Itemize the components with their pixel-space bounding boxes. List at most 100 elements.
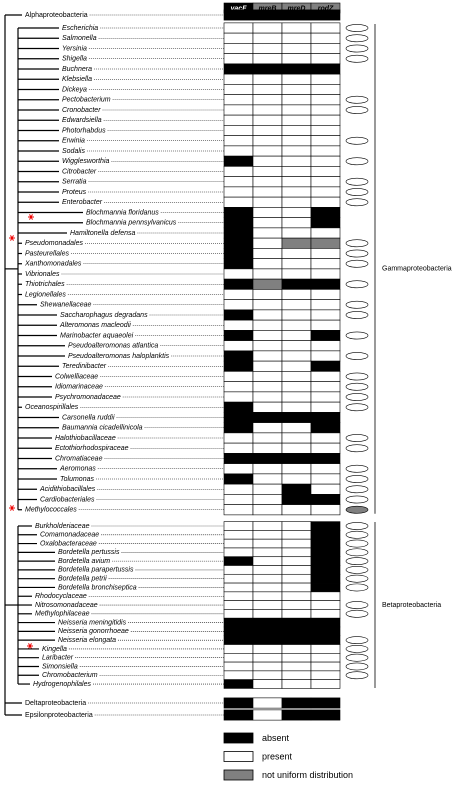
shape-oval bbox=[345, 653, 369, 662]
taxon-name: Photorhabdus bbox=[62, 127, 106, 134]
cell bbox=[252, 104, 283, 116]
cell bbox=[252, 217, 283, 229]
cell bbox=[252, 258, 283, 270]
cell bbox=[281, 679, 312, 689]
taxon-name: Erwinia bbox=[62, 138, 85, 145]
cell bbox=[281, 104, 312, 116]
taxon-name: Pseudoalteromonas atlantica bbox=[68, 343, 158, 350]
cell bbox=[281, 73, 312, 85]
cell bbox=[281, 9, 312, 21]
cell bbox=[281, 609, 312, 619]
taxon-name: Cronobacter bbox=[62, 107, 101, 114]
cell bbox=[252, 73, 283, 85]
cell bbox=[310, 600, 341, 610]
cell bbox=[223, 371, 254, 382]
legend-label: present bbox=[262, 751, 293, 761]
cell bbox=[252, 166, 283, 177]
cell bbox=[281, 422, 312, 434]
shape-oval bbox=[345, 475, 369, 483]
cell bbox=[252, 268, 283, 280]
gene-label: rodZ bbox=[318, 5, 334, 12]
shape-oval bbox=[345, 198, 369, 207]
gene-label: yacF bbox=[230, 5, 248, 12]
cell bbox=[281, 32, 312, 44]
cell bbox=[281, 289, 312, 300]
cell bbox=[223, 319, 254, 331]
cell bbox=[223, 32, 254, 44]
shape-oval bbox=[345, 259, 369, 268]
cell bbox=[310, 268, 341, 280]
cell bbox=[223, 547, 254, 558]
shape-oval bbox=[345, 300, 369, 309]
cell bbox=[281, 268, 312, 280]
cell bbox=[252, 135, 283, 147]
cell bbox=[310, 432, 341, 444]
cell bbox=[310, 530, 341, 540]
cell bbox=[281, 697, 312, 709]
taxon-name: Nitrosomonadaceae bbox=[35, 602, 98, 609]
shape-oval bbox=[345, 434, 369, 442]
cell bbox=[252, 661, 283, 672]
cell bbox=[281, 371, 312, 382]
cell bbox=[310, 521, 341, 531]
taxon-name: Escherichia bbox=[62, 25, 98, 32]
cell bbox=[281, 309, 312, 321]
taxon-name: Pseudomonadales bbox=[25, 240, 83, 247]
cell bbox=[223, 432, 254, 444]
cell bbox=[281, 709, 312, 721]
taxon-name: Bordetella petrii bbox=[58, 576, 107, 583]
shape-oval bbox=[345, 539, 369, 548]
cell bbox=[281, 248, 312, 259]
cell bbox=[223, 258, 254, 270]
cell bbox=[252, 237, 283, 249]
cell bbox=[223, 573, 254, 584]
cell bbox=[281, 43, 312, 54]
cell bbox=[281, 176, 312, 188]
taxon-name: Acidithiobacillales bbox=[39, 486, 96, 493]
taxon-name: Hydrogenophilales bbox=[33, 681, 91, 688]
cell bbox=[252, 330, 283, 341]
taxon-name: Blochmannia pennsylvanicus bbox=[86, 220, 177, 227]
shape-oval bbox=[345, 574, 369, 583]
cell bbox=[281, 217, 312, 229]
cell bbox=[252, 289, 283, 300]
taxon-name: Sodalis bbox=[62, 148, 85, 155]
cell bbox=[223, 709, 254, 721]
shape-oval bbox=[345, 54, 369, 63]
cell bbox=[310, 196, 341, 208]
cell bbox=[252, 227, 283, 239]
taxon-name: Neisseria meningitidis bbox=[58, 619, 127, 626]
shape-oval bbox=[345, 34, 369, 43]
cell bbox=[223, 43, 254, 54]
taxon-name: Halothiobacillaceae bbox=[55, 435, 116, 442]
cell bbox=[223, 442, 254, 454]
cell bbox=[252, 617, 283, 628]
cell bbox=[310, 626, 341, 637]
cell bbox=[310, 422, 341, 434]
shape-oval bbox=[345, 522, 369, 530]
cell bbox=[310, 547, 341, 558]
cell bbox=[252, 483, 283, 495]
cell bbox=[310, 145, 341, 157]
cell bbox=[223, 483, 254, 495]
cell bbox=[281, 186, 312, 198]
cell bbox=[223, 340, 254, 352]
shape-oval bbox=[345, 485, 369, 494]
cell bbox=[310, 442, 341, 454]
taxon-name: Chromobacterium bbox=[42, 672, 98, 679]
cell bbox=[310, 556, 341, 566]
cell bbox=[310, 319, 341, 331]
cell bbox=[223, 679, 254, 689]
cell bbox=[310, 709, 341, 721]
taxon-name: Marinobacter aquaeolei bbox=[60, 332, 134, 339]
cell bbox=[223, 135, 254, 147]
shape-oval bbox=[345, 280, 369, 289]
taxon-name: Burkholderiaceae bbox=[35, 523, 90, 530]
cell bbox=[223, 289, 254, 300]
cell bbox=[223, 268, 254, 280]
cell bbox=[281, 463, 312, 475]
taxon-name: Ectothiorhodospiraceae bbox=[55, 445, 129, 452]
cell bbox=[281, 278, 312, 290]
cell bbox=[310, 565, 341, 575]
